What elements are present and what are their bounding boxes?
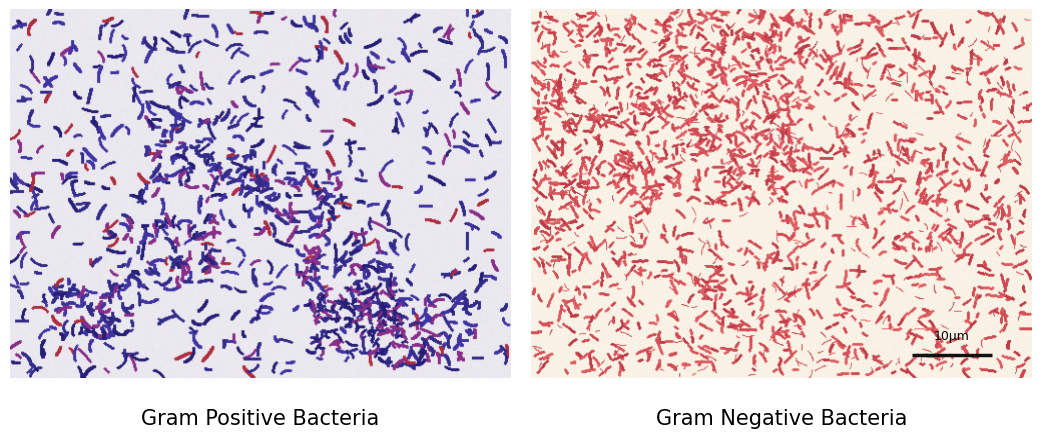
Text: 10μm: 10μm bbox=[934, 330, 970, 343]
Text: Gram Negative Bacteria: Gram Negative Bacteria bbox=[655, 409, 908, 429]
Text: Gram Positive Bacteria: Gram Positive Bacteria bbox=[142, 409, 379, 429]
